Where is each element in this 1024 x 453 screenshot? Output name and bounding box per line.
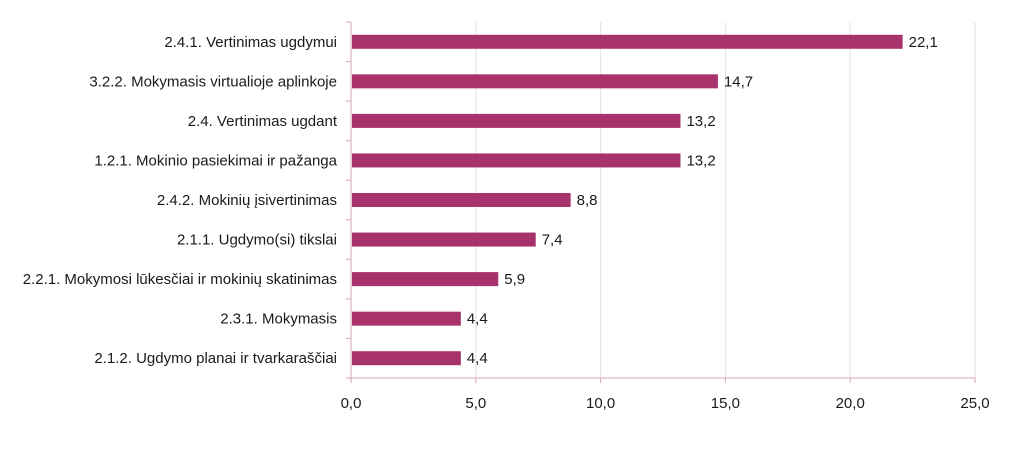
x-tick-label: 15,0: [711, 395, 740, 412]
bar: [352, 34, 903, 49]
bar: [352, 153, 681, 168]
category-label: 2.1.1. Ugdymo(si) tikslai: [177, 232, 337, 249]
bar: [352, 351, 461, 366]
bar: [352, 193, 571, 207]
data-label: 8,8: [577, 192, 598, 209]
data-label: 13,2: [686, 152, 715, 169]
bar: [352, 232, 536, 247]
bar: [352, 272, 499, 287]
x-tick-label: 20,0: [836, 395, 865, 412]
category-label: 2.4. Vertinimas ugdant: [188, 113, 338, 130]
data-label: 22,1: [909, 34, 938, 51]
category-label: 2.4.1. Vertinimas ugdymui: [164, 34, 337, 51]
x-tick-label: 5,0: [465, 395, 486, 412]
data-label: 13,2: [686, 113, 715, 130]
category-label: 2.2.1. Mokymosi lūkesčiai ir mokinių ska…: [23, 271, 337, 288]
bar: [352, 74, 718, 89]
x-tick-label: 10,0: [586, 395, 615, 412]
x-tick-label: 25,0: [960, 395, 989, 412]
category-label: 2.1.2. Ugdymo planai ir tvarkaraščiai: [94, 350, 337, 367]
bar: [352, 113, 681, 128]
bar: [352, 311, 461, 326]
data-label: 14,7: [724, 73, 753, 90]
category-label: 2.3.1. Mokymasis: [220, 311, 337, 328]
data-label: 5,9: [504, 271, 525, 288]
data-label: 7,4: [542, 232, 563, 249]
category-label: 1.2.1. Mokinio pasiekimai ir pažanga: [94, 152, 337, 169]
category-label: 3.2.2. Mokymasis virtualioje aplinkoje: [89, 73, 337, 90]
data-label: 4,4: [467, 311, 488, 328]
x-tick-label: 0,0: [341, 395, 362, 412]
data-label: 4,4: [467, 350, 488, 367]
category-label: 2.4.2. Mokinių įsivertinimas: [157, 192, 337, 209]
